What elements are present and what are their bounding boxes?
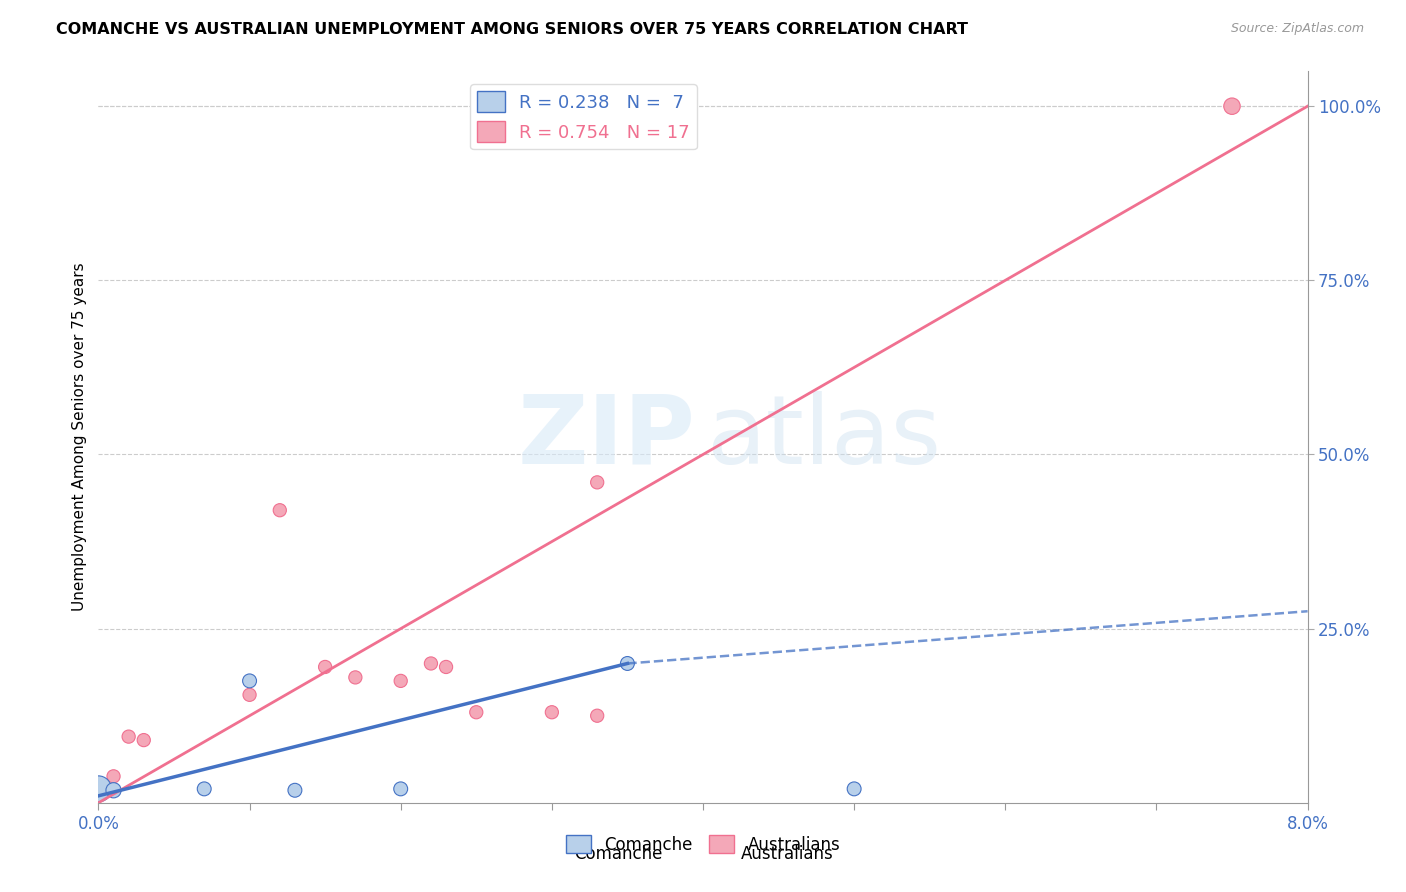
Point (103, 769, 125, 783)
Text: Australians: Australians (741, 845, 834, 863)
Point (616, 657, 638, 671)
Point (193, 781, 215, 796)
Point (844, 781, 866, 796)
Point (314, 660, 336, 674)
Point (118, 730, 141, 744)
Point (540, 705, 562, 719)
Point (269, 503, 291, 517)
Point (434, 660, 457, 674)
Point (586, 475, 609, 490)
Point (420, 657, 443, 671)
Point (87, 785, 110, 799)
Text: atlas: atlas (706, 391, 942, 483)
Point (465, 705, 488, 719)
Point (103, 783, 125, 797)
Point (344, 670, 367, 684)
Point (284, 783, 307, 797)
Point (389, 781, 412, 796)
Y-axis label: Unemployment Among Seniors over 75 years: Unemployment Among Seniors over 75 years (72, 263, 87, 611)
Legend: R = 0.238   N =  7, R = 0.754   N = 17: R = 0.238 N = 7, R = 0.754 N = 17 (470, 84, 697, 149)
Text: Source: ZipAtlas.com: Source: ZipAtlas.com (1230, 22, 1364, 36)
Text: COMANCHE VS AUSTRALIAN UNEMPLOYMENT AMONG SENIORS OVER 75 YEARS CORRELATION CHAR: COMANCHE VS AUSTRALIAN UNEMPLOYMENT AMON… (56, 22, 969, 37)
Text: Comanche: Comanche (574, 845, 662, 863)
Point (239, 673, 262, 688)
Text: ZIP: ZIP (517, 391, 695, 483)
Point (586, 708, 609, 723)
Point (132, 733, 155, 747)
Point (1220, 99, 1243, 113)
Point (239, 688, 262, 702)
Point (389, 673, 412, 688)
Point (87, 781, 110, 796)
Point (87, 781, 110, 796)
